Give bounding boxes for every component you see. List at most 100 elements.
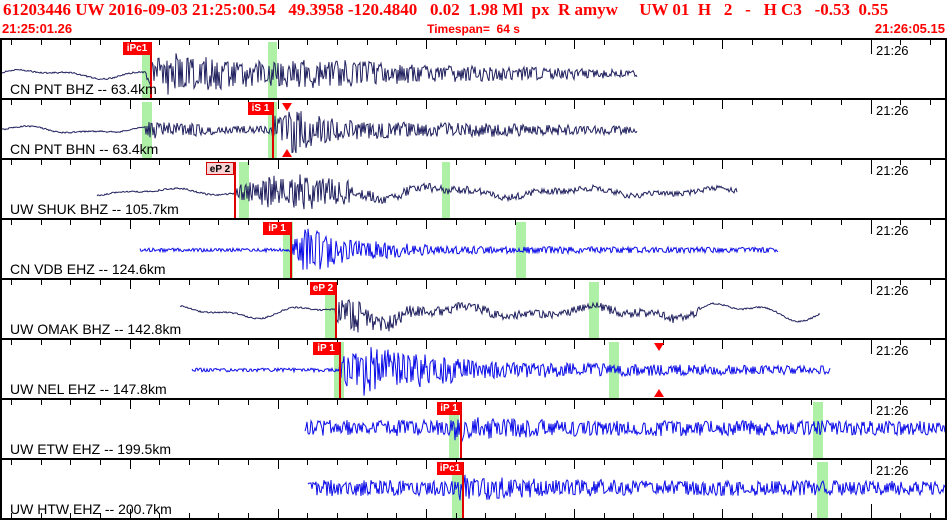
time-tick bbox=[782, 460, 783, 465]
trace-row-etw[interactable]: 21:26 iP 1 UW ETW EHZ -- 199.5km bbox=[0, 398, 947, 458]
trace-panel[interactable]: 21:26 iPc1 CN PNT BHZ -- 63.4km 21:26 iS 1 CN… bbox=[0, 38, 947, 520]
pick-line[interactable] bbox=[272, 102, 274, 158]
station-label: UW ETW EHZ -- 199.5km bbox=[10, 441, 172, 457]
pick-line[interactable] bbox=[462, 462, 464, 518]
time-tick bbox=[752, 220, 753, 225]
pick-line[interactable] bbox=[460, 402, 462, 458]
pick-label-ip1[interactable]: iP 1 bbox=[263, 222, 291, 235]
station-label: CN PNT BHN -- 63.4km bbox=[10, 141, 159, 157]
time-tick bbox=[130, 400, 131, 409]
time-tick bbox=[633, 280, 634, 285]
time-tick bbox=[396, 280, 397, 285]
time-tick bbox=[663, 160, 664, 165]
time-tick bbox=[426, 100, 427, 109]
pick-label-ep2[interactable]: eP 2 bbox=[206, 162, 234, 175]
time-tick bbox=[426, 340, 427, 349]
time-tick bbox=[248, 513, 249, 518]
pick-label-ip1[interactable]: iP 1 bbox=[313, 342, 339, 355]
trace-row-nel[interactable]: 21:26 iP 1 UW NEL EHZ -- 147.8km bbox=[0, 338, 947, 398]
time-tick bbox=[663, 460, 664, 465]
time-tick bbox=[159, 40, 160, 45]
waveform-trace[interactable] bbox=[0, 160, 947, 220]
arrival-window-highlight bbox=[589, 282, 599, 338]
trace-row-vdb[interactable]: 21:26 iP 1 CN VDB EHZ -- 124.6km bbox=[0, 218, 947, 278]
station-label: UW SHUK BHZ -- 105.7km bbox=[10, 201, 179, 217]
time-tick bbox=[218, 40, 219, 45]
time-tick bbox=[930, 340, 931, 345]
amplitude-marker-up-icon[interactable] bbox=[654, 389, 664, 397]
pick-label-ipc1[interactable]: iPc1 bbox=[437, 462, 463, 475]
minute-label: 21:26 bbox=[876, 283, 909, 298]
waveform-trace[interactable] bbox=[0, 460, 947, 520]
time-tick bbox=[722, 220, 723, 229]
time-tick bbox=[515, 280, 516, 285]
time-tick bbox=[811, 513, 812, 518]
time-tick bbox=[456, 100, 457, 105]
time-tick bbox=[782, 160, 783, 165]
time-tick bbox=[871, 340, 872, 354]
pick-line[interactable] bbox=[234, 162, 236, 218]
trace-row-omak[interactable]: 21:26 eP 2 UW OMAK BHZ -- 142.8km bbox=[0, 278, 947, 338]
trace-row-shuk[interactable]: 21:26 eP 2 UW SHUK BHZ -- 105.7km bbox=[0, 158, 947, 218]
waveform-trace[interactable] bbox=[0, 100, 947, 160]
time-tick bbox=[841, 220, 842, 225]
time-tick bbox=[722, 509, 723, 518]
pick-line[interactable] bbox=[150, 42, 152, 98]
time-tick bbox=[900, 100, 901, 105]
time-tick bbox=[930, 100, 931, 105]
trace-row-pnt[interactable]: 21:26 iPc1 CN PNT BHZ -- 63.4km bbox=[0, 38, 947, 98]
amplitude-marker-up-icon[interactable] bbox=[282, 149, 292, 157]
pick-line[interactable] bbox=[339, 342, 341, 398]
waveform-trace[interactable] bbox=[0, 400, 947, 460]
waveform-trace[interactable] bbox=[0, 220, 947, 280]
time-tick bbox=[367, 100, 368, 105]
time-tick bbox=[41, 460, 42, 465]
amplitude-marker-down-icon[interactable] bbox=[654, 343, 664, 351]
trace-row-pnt[interactable]: 21:26 iS 1 CN PNT BHN -- 63.4km bbox=[0, 98, 947, 158]
time-tick bbox=[248, 160, 249, 165]
time-tick bbox=[456, 160, 457, 165]
waveform-trace[interactable] bbox=[0, 280, 947, 340]
waveform-trace[interactable] bbox=[0, 40, 947, 100]
time-tick bbox=[189, 40, 190, 45]
time-tick bbox=[11, 220, 12, 225]
time-tick bbox=[841, 400, 842, 405]
waveform-path bbox=[139, 228, 779, 270]
time-tick bbox=[11, 40, 12, 45]
pick-label-ipc1[interactable]: iPc1 bbox=[123, 42, 151, 55]
time-tick bbox=[337, 280, 338, 285]
time-tick bbox=[41, 513, 42, 518]
time-tick bbox=[663, 220, 664, 225]
time-tick bbox=[930, 160, 931, 165]
time-tick bbox=[130, 100, 131, 109]
time-tick bbox=[248, 340, 249, 345]
time-tick bbox=[722, 100, 723, 109]
waveform-trace[interactable] bbox=[0, 340, 947, 400]
arrival-window-highlight bbox=[452, 462, 462, 518]
time-tick bbox=[456, 513, 457, 518]
time-tick bbox=[811, 100, 812, 105]
pick-line[interactable] bbox=[290, 222, 292, 278]
time-tick bbox=[396, 400, 397, 405]
trace-row-htw[interactable]: 21:26 iPc1 UW HTW EHZ -- 200.7km bbox=[0, 458, 947, 518]
time-tick bbox=[633, 100, 634, 105]
time-tick bbox=[218, 513, 219, 518]
arrival-window-highlight bbox=[516, 222, 526, 278]
time-tick bbox=[426, 40, 427, 49]
time-tick bbox=[871, 220, 872, 234]
pick-label-ep2[interactable]: eP 2 bbox=[310, 282, 336, 295]
time-tick bbox=[11, 100, 12, 105]
time-tick bbox=[41, 340, 42, 345]
time-tick bbox=[426, 160, 427, 169]
time-tick bbox=[337, 513, 338, 518]
time-tick bbox=[159, 280, 160, 285]
amplitude-marker-down-icon[interactable] bbox=[282, 103, 292, 111]
waveform-path bbox=[96, 174, 738, 210]
pick-label-ip1[interactable]: iP 1 bbox=[437, 402, 461, 415]
minute-label: 21:26 bbox=[876, 403, 909, 418]
time-tick bbox=[70, 220, 71, 225]
pick-line[interactable] bbox=[335, 282, 337, 338]
window-start-time: 21:25:01.26 bbox=[2, 21, 73, 36]
pick-label-is1[interactable]: iS 1 bbox=[248, 102, 273, 115]
